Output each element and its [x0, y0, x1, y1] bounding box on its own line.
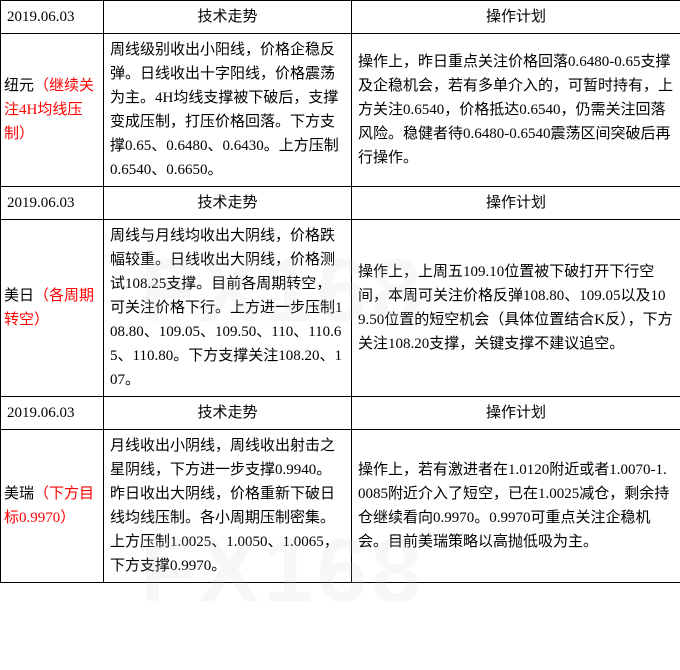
analysis-table: 2019.06.03 技术走势 操作计划 纽元（继续关注4H均线压制） 周线级别…: [0, 0, 680, 583]
pair-name: 美日: [4, 288, 34, 304]
table-header-row: 2019.06.03 技术走势 操作计划: [1, 187, 680, 220]
pair-cell: 纽元（继续关注4H均线压制）: [1, 34, 104, 187]
pair-name: 纽元: [4, 78, 34, 94]
date-cell: 2019.06.03: [1, 397, 104, 430]
col-header-trend: 技术走势: [104, 187, 352, 220]
note-open: （: [34, 288, 49, 304]
table-row: 美瑞（下方目标0.9970） 月线收出小阴线，周线收出射击之星阴线，下方进一步支…: [1, 430, 680, 583]
col-header-plan: 操作计划: [352, 1, 680, 34]
note-close: ）: [34, 312, 49, 328]
trend-cell: 周线与月线均收出大阴线，价格跌幅较重。日线收出大阴线，价格测试108.25支撑。…: [104, 220, 352, 397]
col-header-plan: 操作计划: [352, 397, 680, 430]
table-header-row: 2019.06.03 技术走势 操作计划: [1, 1, 680, 34]
date-cell: 2019.06.03: [1, 187, 104, 220]
plan-cell: 操作上，昨日重点关注价格回落0.6480-0.65支撑及企稳机会，若有多单介入的…: [352, 34, 680, 187]
trend-cell: 月线收出小阴线，周线收出射击之星阴线，下方进一步支撑0.9940。昨日收出大阴线…: [104, 430, 352, 583]
table-row: 美日（各周期转空） 周线与月线均收出大阴线，价格跌幅较重。日线收出大阴线，价格测…: [1, 220, 680, 397]
note-open: （: [34, 486, 49, 502]
trend-cell: 周线级别收出小阳线，价格企稳反弹。日线收出十字阳线，价格震荡为主。4H均线支撑被…: [104, 34, 352, 187]
note-open: （: [34, 78, 49, 94]
plan-cell: 操作上，若有激进者在1.0120附近或者1.0070-1.0085附近介入了短空…: [352, 430, 680, 583]
col-header-trend: 技术走势: [104, 1, 352, 34]
note-close: ）: [60, 510, 75, 526]
note-close: ）: [19, 126, 34, 142]
col-header-plan: 操作计划: [352, 187, 680, 220]
pair-name: 美瑞: [4, 486, 34, 502]
pair-cell: 美瑞（下方目标0.9970）: [1, 430, 104, 583]
table-header-row: 2019.06.03 技术走势 操作计划: [1, 397, 680, 430]
table-row: 纽元（继续关注4H均线压制） 周线级别收出小阳线，价格企稳反弹。日线收出十字阳线…: [1, 34, 680, 187]
plan-cell: 操作上，上周五109.10位置被下破打开下行空间，本周可关注价格反弹108.80…: [352, 220, 680, 397]
date-cell: 2019.06.03: [1, 1, 104, 34]
col-header-trend: 技术走势: [104, 397, 352, 430]
pair-cell: 美日（各周期转空）: [1, 220, 104, 397]
